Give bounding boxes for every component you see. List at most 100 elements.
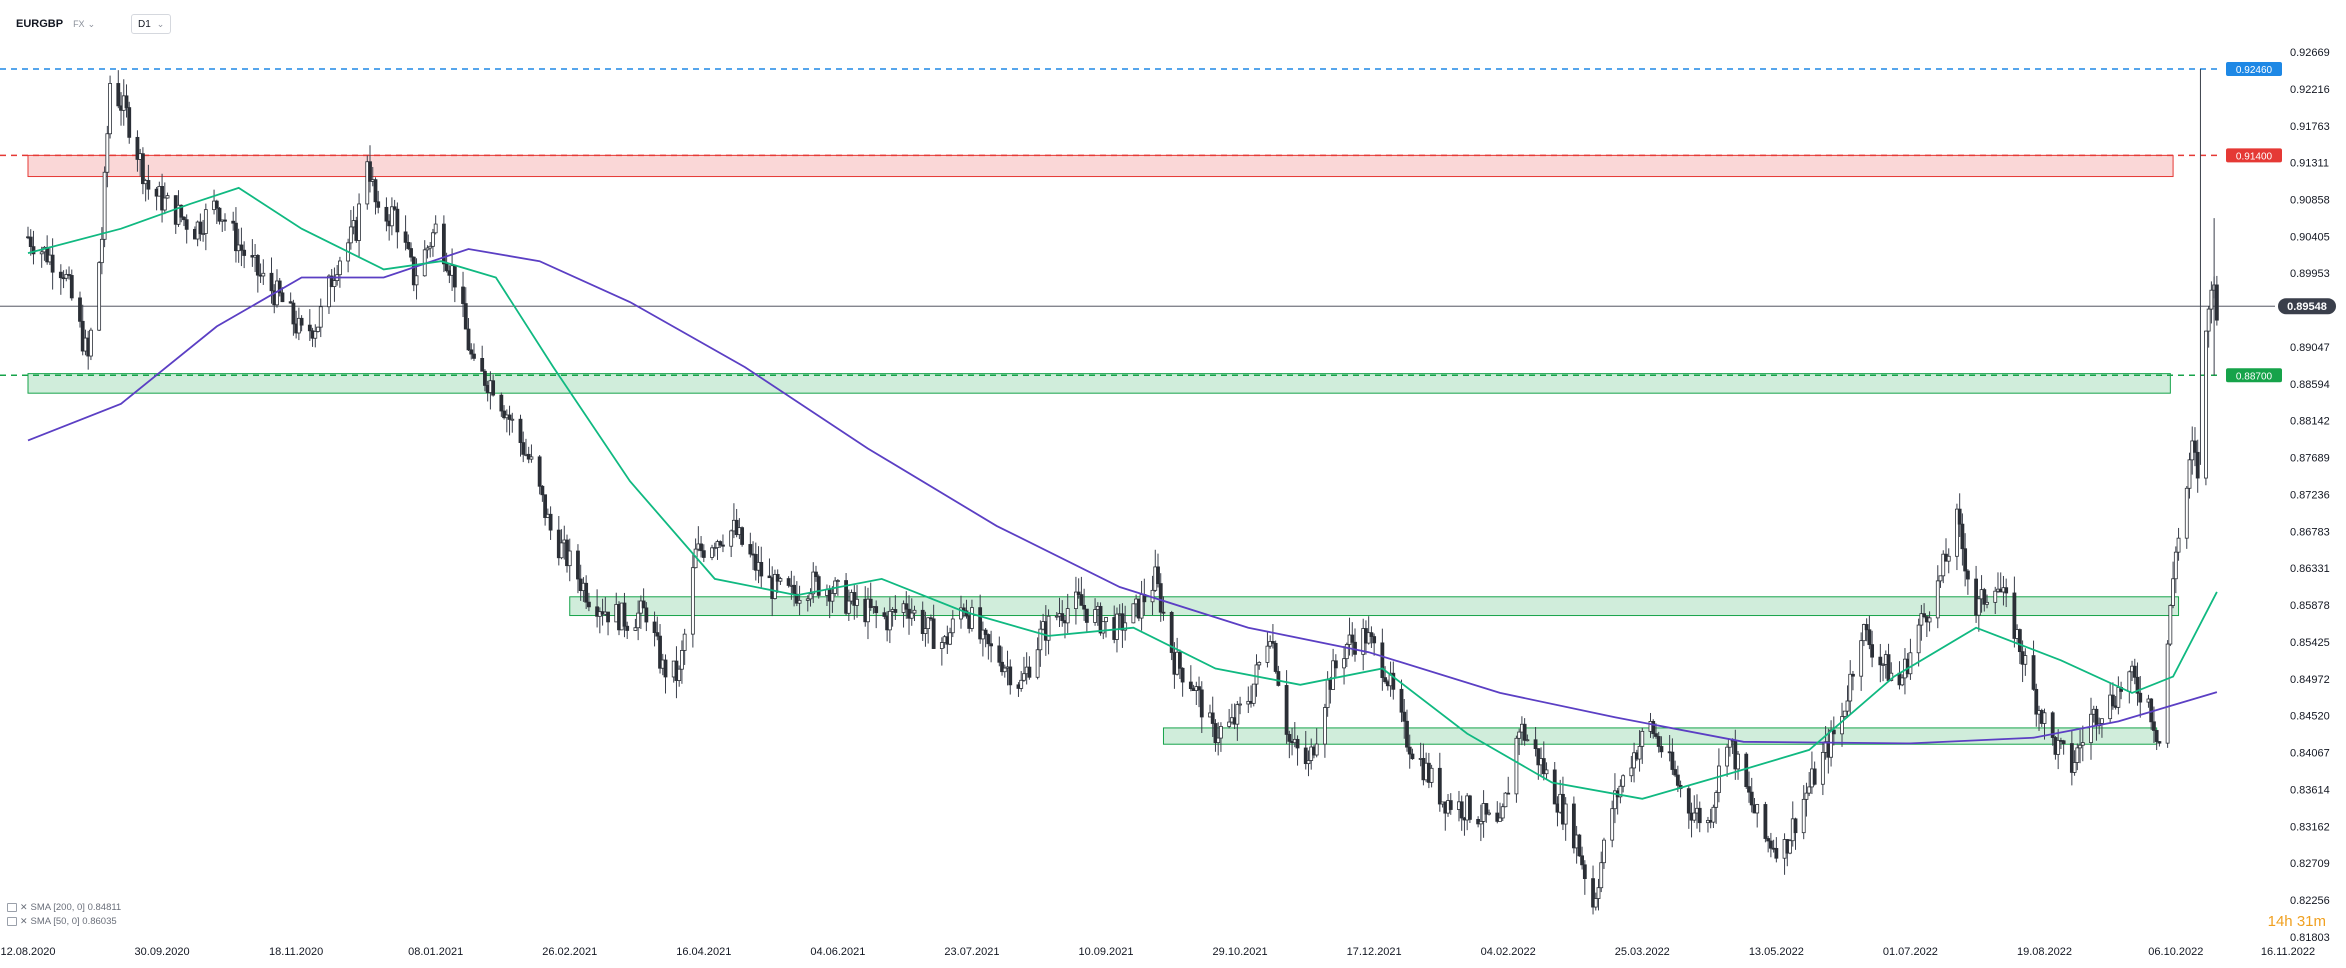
candle[interactable] [1271, 641, 1275, 644]
candle[interactable] [830, 593, 835, 602]
candle[interactable] [701, 550, 706, 558]
candle[interactable] [887, 610, 892, 631]
candle[interactable] [778, 578, 783, 582]
candle[interactable] [1552, 769, 1557, 805]
candle[interactable] [1725, 746, 1730, 767]
candle[interactable] [2127, 671, 2132, 692]
candle[interactable] [2152, 721, 2156, 731]
candle[interactable] [1459, 801, 1464, 819]
candle[interactable] [1276, 671, 1281, 686]
candle[interactable] [269, 272, 274, 292]
candle[interactable] [403, 231, 408, 243]
candle[interactable] [1019, 679, 1024, 689]
candle[interactable] [2069, 743, 2074, 773]
candle[interactable] [28, 236, 33, 248]
candle[interactable] [338, 260, 342, 276]
candle[interactable] [1960, 523, 1965, 550]
candle[interactable] [1982, 589, 1987, 605]
candle[interactable] [543, 494, 548, 518]
candle[interactable] [433, 223, 438, 234]
candle[interactable] [1306, 760, 1311, 765]
candle[interactable] [1342, 658, 1346, 669]
sma-50-line[interactable] [27, 186, 2218, 800]
candle[interactable] [641, 600, 646, 609]
candle[interactable] [625, 625, 630, 631]
candle[interactable] [939, 642, 944, 649]
candle[interactable] [1859, 640, 1864, 677]
candle[interactable] [463, 303, 468, 330]
candle[interactable] [214, 200, 219, 209]
candle[interactable] [748, 544, 753, 555]
candle[interactable] [2072, 762, 2077, 773]
candle[interactable] [1098, 605, 1103, 634]
candle[interactable] [1287, 734, 1292, 742]
candle[interactable] [1008, 666, 1013, 686]
candle[interactable] [1161, 611, 1166, 614]
candle[interactable] [1002, 667, 1007, 673]
candle[interactable] [31, 246, 36, 255]
candle[interactable] [280, 292, 285, 303]
candle[interactable] [1284, 685, 1289, 735]
candle[interactable] [2034, 688, 2039, 715]
candle[interactable] [203, 209, 208, 234]
candle[interactable] [1429, 767, 1434, 783]
candle[interactable] [2110, 694, 2115, 707]
candle[interactable] [1599, 862, 1604, 889]
candle[interactable] [1831, 729, 1836, 735]
timeframe-selector[interactable]: D1 ⌄ [131, 14, 172, 34]
candle[interactable] [2075, 747, 2080, 763]
candle[interactable] [983, 629, 988, 635]
candle[interactable] [680, 650, 684, 670]
candle[interactable] [1862, 624, 1866, 642]
candle[interactable] [1955, 508, 1959, 557]
candle[interactable] [1747, 786, 1751, 793]
candle[interactable] [1448, 800, 1453, 810]
candle[interactable] [1350, 634, 1355, 643]
candle[interactable] [182, 216, 186, 221]
candle[interactable] [1935, 580, 1940, 619]
candle[interactable] [658, 635, 662, 669]
candle[interactable] [986, 634, 991, 645]
candle[interactable] [2056, 740, 2061, 755]
candle[interactable] [1807, 786, 1812, 794]
candle[interactable] [855, 598, 859, 606]
candle[interactable] [1793, 818, 1798, 834]
candle[interactable] [2023, 655, 2028, 665]
candle[interactable] [1372, 636, 1377, 644]
candle[interactable] [124, 95, 129, 108]
candle[interactable] [1591, 878, 1595, 908]
candle[interactable] [1254, 664, 1259, 685]
candle[interactable] [1180, 667, 1185, 683]
candle[interactable] [759, 561, 764, 577]
candle[interactable] [1115, 613, 1119, 640]
candle[interactable] [365, 161, 370, 205]
candle[interactable] [540, 485, 545, 496]
candle[interactable] [904, 603, 909, 610]
candle[interactable] [2204, 330, 2208, 479]
candle[interactable] [1749, 791, 1754, 806]
candle[interactable] [1101, 621, 1106, 634]
candle[interactable] [1478, 821, 1483, 825]
candle[interactable] [767, 575, 772, 579]
candle[interactable] [357, 203, 361, 241]
candle[interactable] [633, 627, 638, 631]
candle[interactable] [2154, 730, 2159, 742]
candle[interactable] [1487, 812, 1491, 815]
candle[interactable] [127, 107, 132, 138]
candle[interactable] [1864, 624, 1869, 631]
candle[interactable] [1613, 790, 1617, 810]
candle[interactable] [146, 180, 151, 190]
candle[interactable] [1654, 733, 1658, 737]
candle[interactable] [1963, 548, 1968, 572]
candle[interactable] [1213, 723, 1218, 744]
candle[interactable] [472, 353, 476, 359]
candle[interactable] [469, 349, 474, 355]
candle[interactable] [1602, 839, 1606, 864]
candle[interactable] [1046, 615, 1051, 641]
candle[interactable] [586, 601, 591, 608]
zone-rect[interactable] [27, 373, 2171, 394]
candle[interactable] [2176, 537, 2181, 553]
candle[interactable] [1265, 645, 1270, 663]
candle[interactable] [1536, 748, 1541, 766]
candle[interactable] [710, 547, 714, 558]
